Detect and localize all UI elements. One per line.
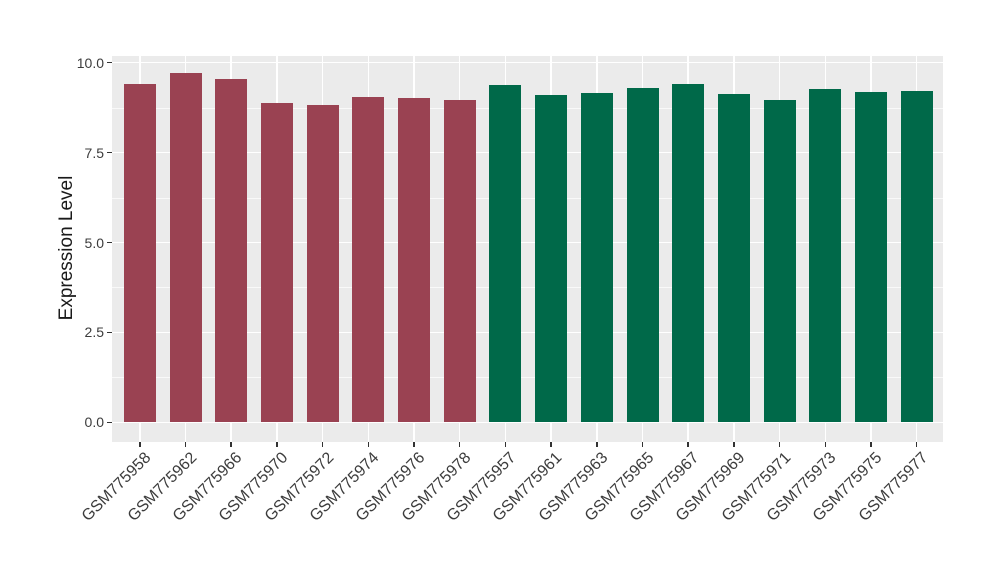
- bar-GSM775978: [443, 99, 476, 423]
- bar-GSM775971: [763, 100, 796, 423]
- major-gridline: [112, 151, 943, 154]
- y-tick-mark: [107, 331, 112, 334]
- bar-GSM775974: [352, 96, 385, 423]
- major-gridline: [112, 241, 943, 244]
- bar-GSM775962: [169, 73, 202, 423]
- bar-GSM775976: [398, 97, 430, 423]
- y-tick-label: 7.5: [84, 144, 104, 161]
- bar-GSM775963: [580, 93, 613, 423]
- y-tick-mark: [107, 421, 112, 424]
- x-tick-mark: [367, 442, 370, 447]
- y-tick-mark: [107, 151, 112, 154]
- minor-gridline: [112, 287, 943, 289]
- bar-GSM775975: [855, 91, 887, 423]
- x-tick-mark: [733, 442, 735, 447]
- major-gridline: [112, 421, 943, 424]
- minor-gridline: [112, 197, 943, 199]
- bar-GSM775970: [260, 103, 293, 423]
- x-tick-mark: [641, 442, 644, 447]
- x-tick-mark: [276, 442, 278, 447]
- bar-GSM775957: [489, 85, 522, 423]
- x-tick-mark: [778, 442, 781, 447]
- bar-GSM775977: [900, 90, 933, 423]
- major-gridline: [112, 61, 943, 64]
- x-tick-mark: [596, 442, 598, 447]
- bar-GSM775961: [535, 94, 568, 423]
- y-tick-label: 2.5: [84, 324, 104, 341]
- bar-GSM775972: [306, 104, 339, 423]
- x-tick-mark: [230, 442, 232, 447]
- bar-GSM775965: [626, 87, 659, 423]
- x-tick-mark: [870, 442, 872, 447]
- y-tick-label: 0.0: [84, 414, 104, 431]
- bar-GSM775967: [672, 84, 705, 423]
- bar-GSM775958: [123, 83, 156, 423]
- x-tick-mark: [458, 442, 461, 447]
- x-tick-mark: [184, 442, 187, 447]
- y-tick-label: 10.0: [76, 54, 104, 71]
- y-tick-mark: [107, 241, 112, 244]
- x-tick-mark: [824, 442, 827, 447]
- bar-GSM775973: [809, 89, 842, 423]
- x-tick-mark: [139, 442, 141, 447]
- major-gridline: [112, 331, 943, 334]
- bar-GSM775969: [717, 93, 750, 423]
- x-tick-mark: [915, 442, 918, 447]
- minor-gridline: [112, 107, 943, 109]
- x-tick-mark: [550, 442, 552, 447]
- x-tick-mark: [413, 442, 415, 447]
- minor-gridline: [112, 377, 943, 379]
- plot-panel: [112, 56, 943, 442]
- x-tick-mark: [321, 442, 324, 447]
- bar-GSM775966: [215, 78, 248, 423]
- y-tick-label: 5.0: [84, 234, 104, 251]
- x-tick-mark: [504, 442, 507, 447]
- y-tick-mark: [107, 61, 112, 64]
- x-tick-mark: [687, 442, 689, 447]
